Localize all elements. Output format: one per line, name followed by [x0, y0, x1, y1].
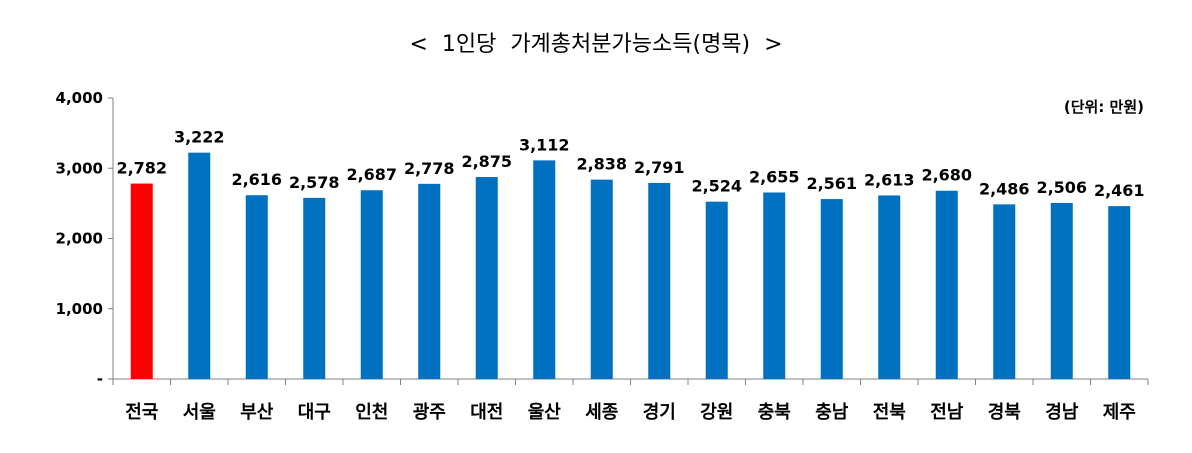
bar-광주: [418, 183, 441, 379]
category-label: 경남: [1045, 402, 1079, 423]
bar-대구: [303, 197, 326, 379]
bar-전북: [878, 195, 901, 379]
y-tick-label: 3,000: [56, 159, 103, 177]
category-label: 광주: [413, 402, 446, 423]
value-label: 2,687: [346, 165, 397, 184]
category-label: 경기: [643, 402, 676, 423]
value-label: 2,486: [979, 179, 1030, 198]
bar-대전: [475, 177, 498, 379]
bar-전남: [935, 190, 958, 379]
y-ticks: - 1,000 2,000 3,000 4,000: [56, 89, 1149, 388]
value-label: 3,112: [519, 135, 570, 154]
bar-전국: [130, 183, 153, 379]
value-label: 2,778: [404, 159, 455, 178]
bar-인천: [360, 190, 383, 379]
value-label: 2,613: [864, 170, 915, 189]
value-label: 2,838: [576, 155, 627, 174]
category-label: 강원: [700, 402, 733, 423]
y-tick-label: 1,000: [56, 300, 103, 318]
bar-울산: [533, 160, 556, 379]
category-label: 대구: [298, 402, 331, 423]
category-label: 전북: [873, 402, 906, 423]
category-label: 전남: [930, 402, 964, 423]
category-label: 충남: [815, 402, 849, 423]
category-label: 서울: [183, 402, 216, 423]
category-label: 대전: [470, 402, 503, 423]
category-label: 충북: [758, 402, 791, 423]
bar-강원: [705, 201, 728, 379]
value-label: 2,655: [749, 167, 800, 186]
value-label: 2,524: [691, 177, 742, 196]
category-labels: 전국 서울 부산 대구 인천 광주 대전 울산 세종 경기 강원 충북 충남 전북 전남 경북 경남 제주: [125, 402, 1136, 423]
value-label: 2,875: [461, 152, 512, 171]
y-tick-label: 4,000: [56, 89, 103, 107]
category-label: 경북: [988, 402, 1021, 423]
value-label: 2,578: [289, 173, 340, 192]
category-label: 전국: [125, 402, 158, 423]
value-labels: 2,782 3,222 2,616 2,578 2,687 2,778 2,875 3,112…: [116, 128, 1144, 200]
bar-제주: [1108, 206, 1131, 379]
bar-서울: [188, 152, 211, 379]
value-label: 2,461: [1094, 181, 1145, 200]
bar-경북: [993, 204, 1016, 379]
category-label: 인천: [355, 402, 388, 423]
category-label: 세종: [585, 402, 618, 423]
y-tick-label: -: [97, 370, 103, 388]
bar-경기: [648, 182, 671, 379]
category-label: 제주: [1103, 402, 1136, 423]
category-label: 울산: [528, 402, 562, 423]
axes: [112, 98, 1148, 380]
value-label: 2,561: [806, 174, 857, 193]
value-label: 3,222: [174, 128, 225, 147]
value-label: 2,680: [921, 166, 972, 185]
bar-세종: [590, 179, 613, 379]
value-label: 2,791: [634, 158, 685, 177]
bar-경남: [1050, 202, 1073, 379]
bars: [130, 152, 1131, 379]
chart-title: < 1인당 가계총처분가능소득(명목) >: [409, 32, 783, 57]
category-label: 부산: [240, 402, 274, 423]
value-label: 2,782: [116, 159, 167, 178]
value-label: 2,616: [231, 170, 282, 189]
value-label: 2,506: [1036, 178, 1087, 197]
unit-label: (단위: 만원): [1063, 98, 1144, 116]
bar-부산: [245, 195, 268, 379]
y-tick-label: 2,000: [56, 230, 103, 248]
bar-충북: [763, 192, 786, 379]
bar-충남: [820, 199, 843, 379]
